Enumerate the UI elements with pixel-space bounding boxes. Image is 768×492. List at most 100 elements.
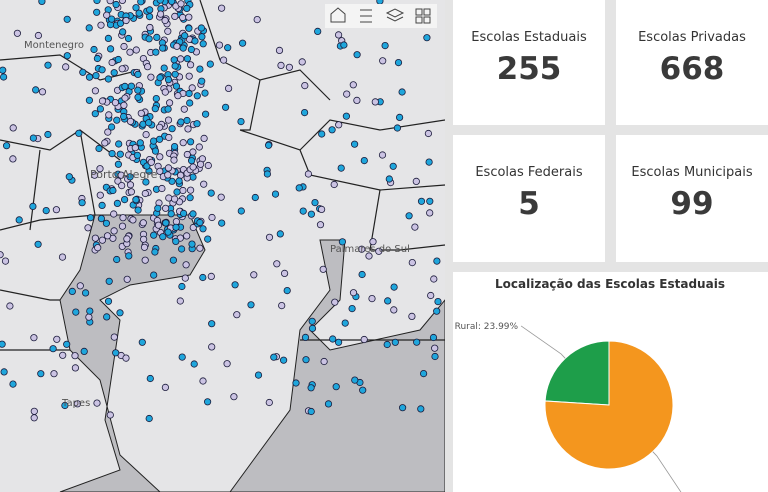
school-point [42,207,50,215]
layers-button[interactable] [385,8,405,22]
school-point [78,199,86,207]
school-point [115,140,123,148]
school-point [152,95,160,103]
school-point [187,138,195,146]
school-point [135,9,143,17]
place-label: Palmares do Sul [330,244,410,255]
school-point [137,0,145,6]
indicator-label: Escolas Federais [475,165,583,180]
school-point [132,46,140,54]
school-point [147,158,155,166]
school-point [144,63,152,71]
school-point [285,63,293,71]
school-point [101,139,109,147]
school-point [107,45,115,53]
school-point [154,221,163,229]
school-point [121,94,129,102]
school-point [126,181,135,189]
school-point [126,48,134,56]
school-point [183,116,191,125]
school-point [196,244,204,252]
school-point [6,302,14,310]
school-point [384,297,392,305]
school-point [175,177,183,185]
school-point [247,301,255,309]
school-point [181,274,189,282]
school-point [341,319,349,327]
school-point [233,311,241,319]
school-point [193,120,201,128]
school-point [44,130,52,139]
legend-button[interactable] [360,9,372,23]
school-point [283,286,291,295]
school-point [398,404,407,412]
school-point [142,131,150,139]
school-point [349,289,358,297]
school-point [145,414,153,423]
school-point [176,297,184,305]
school-point [359,386,367,394]
school-point [331,298,339,306]
school-point [68,287,76,295]
school-point [195,143,203,151]
school-point [411,223,419,231]
school-point [132,196,140,204]
school-point [237,207,245,215]
school-point [91,171,99,179]
school-point [389,162,397,170]
indicator-value: 668 [659,51,725,87]
indicator-card: Escolas Privadas 668 [616,0,768,125]
home-button[interactable] [330,7,346,23]
school-point [202,110,210,118]
school-point [237,118,245,126]
school-point [300,109,309,117]
school-point [207,272,215,280]
school-point [340,41,348,49]
school-point [137,109,145,117]
school-point [73,400,82,408]
school-point [371,98,379,106]
school-point [0,368,8,376]
school-point [126,117,135,126]
school-point [104,297,113,305]
school-point [123,275,131,283]
school-point [311,199,319,207]
school-point [179,44,187,52]
school-point [308,317,316,325]
school-point [275,46,284,55]
school-point [145,119,153,127]
school-point [9,155,17,163]
school-point [250,271,258,279]
school-point [188,84,196,92]
school-point [263,170,271,178]
school-point [187,61,195,69]
school-point [91,110,99,118]
basemap-button[interactable] [415,8,431,24]
school-point [156,123,164,131]
school-point [85,96,94,104]
school-point [94,244,102,252]
school-point [2,142,11,150]
school-point [164,164,173,172]
school-point [253,15,261,24]
school-point [138,338,146,346]
school-point [156,135,164,143]
school-point [278,301,286,310]
pie-chart: Localização das Escolas Estaduais Rural:… [453,272,768,492]
school-point [308,324,317,332]
school-point [179,186,187,195]
indicator-card: Escolas Municipais 99 [616,135,768,262]
school-point [358,245,366,253]
school-point [79,68,87,76]
school-point [304,170,312,178]
school-point [417,405,425,413]
school-point [110,333,118,341]
school-point [76,282,84,290]
school-point [118,222,127,230]
school-point [307,407,315,416]
school-point [390,283,398,291]
school-point [113,255,121,264]
school-point [134,206,142,214]
school-point [200,134,208,142]
